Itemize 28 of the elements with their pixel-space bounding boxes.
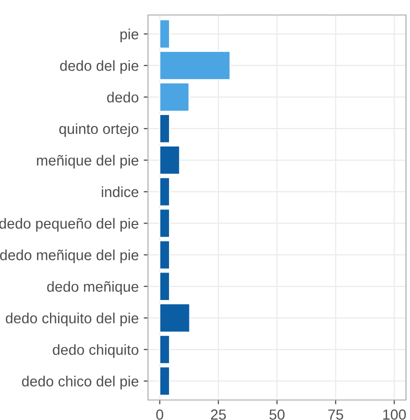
bar xyxy=(159,240,170,270)
bar xyxy=(159,366,170,396)
bar xyxy=(159,272,170,302)
bar xyxy=(159,114,170,144)
y-tick-label: dedo meñique del pie xyxy=(0,250,138,264)
bar xyxy=(159,208,170,238)
y-tick-label: quinto ortejo xyxy=(59,123,138,137)
y-tick-label: indice xyxy=(102,186,138,198)
y-tick-label: dedo chiquito del pie xyxy=(6,312,138,326)
y-tick-label: dedo xyxy=(107,92,138,102)
x-tick-label: 100 xyxy=(383,409,406,420)
x-tick-label: 0 xyxy=(156,409,164,420)
bar xyxy=(159,50,231,80)
y-tick-label: dedo meñique xyxy=(47,281,138,295)
y-tick-label: dedo chico del pie xyxy=(22,376,138,390)
bar xyxy=(159,334,170,364)
bar xyxy=(159,303,190,333)
y-tick-label: dedo chiquito xyxy=(52,344,138,358)
x-tick-label: 75 xyxy=(328,410,344,420)
x-tick-label: 25 xyxy=(210,409,226,420)
y-tick-label: pie xyxy=(120,28,138,42)
x-tick-label: 50 xyxy=(269,409,285,420)
bar xyxy=(159,145,180,175)
bar xyxy=(159,82,190,112)
y-tick-label: meñique del pie xyxy=(36,154,138,168)
y-tick-label: dedo del pie xyxy=(60,60,138,74)
bar xyxy=(159,176,170,206)
bar xyxy=(159,19,170,49)
